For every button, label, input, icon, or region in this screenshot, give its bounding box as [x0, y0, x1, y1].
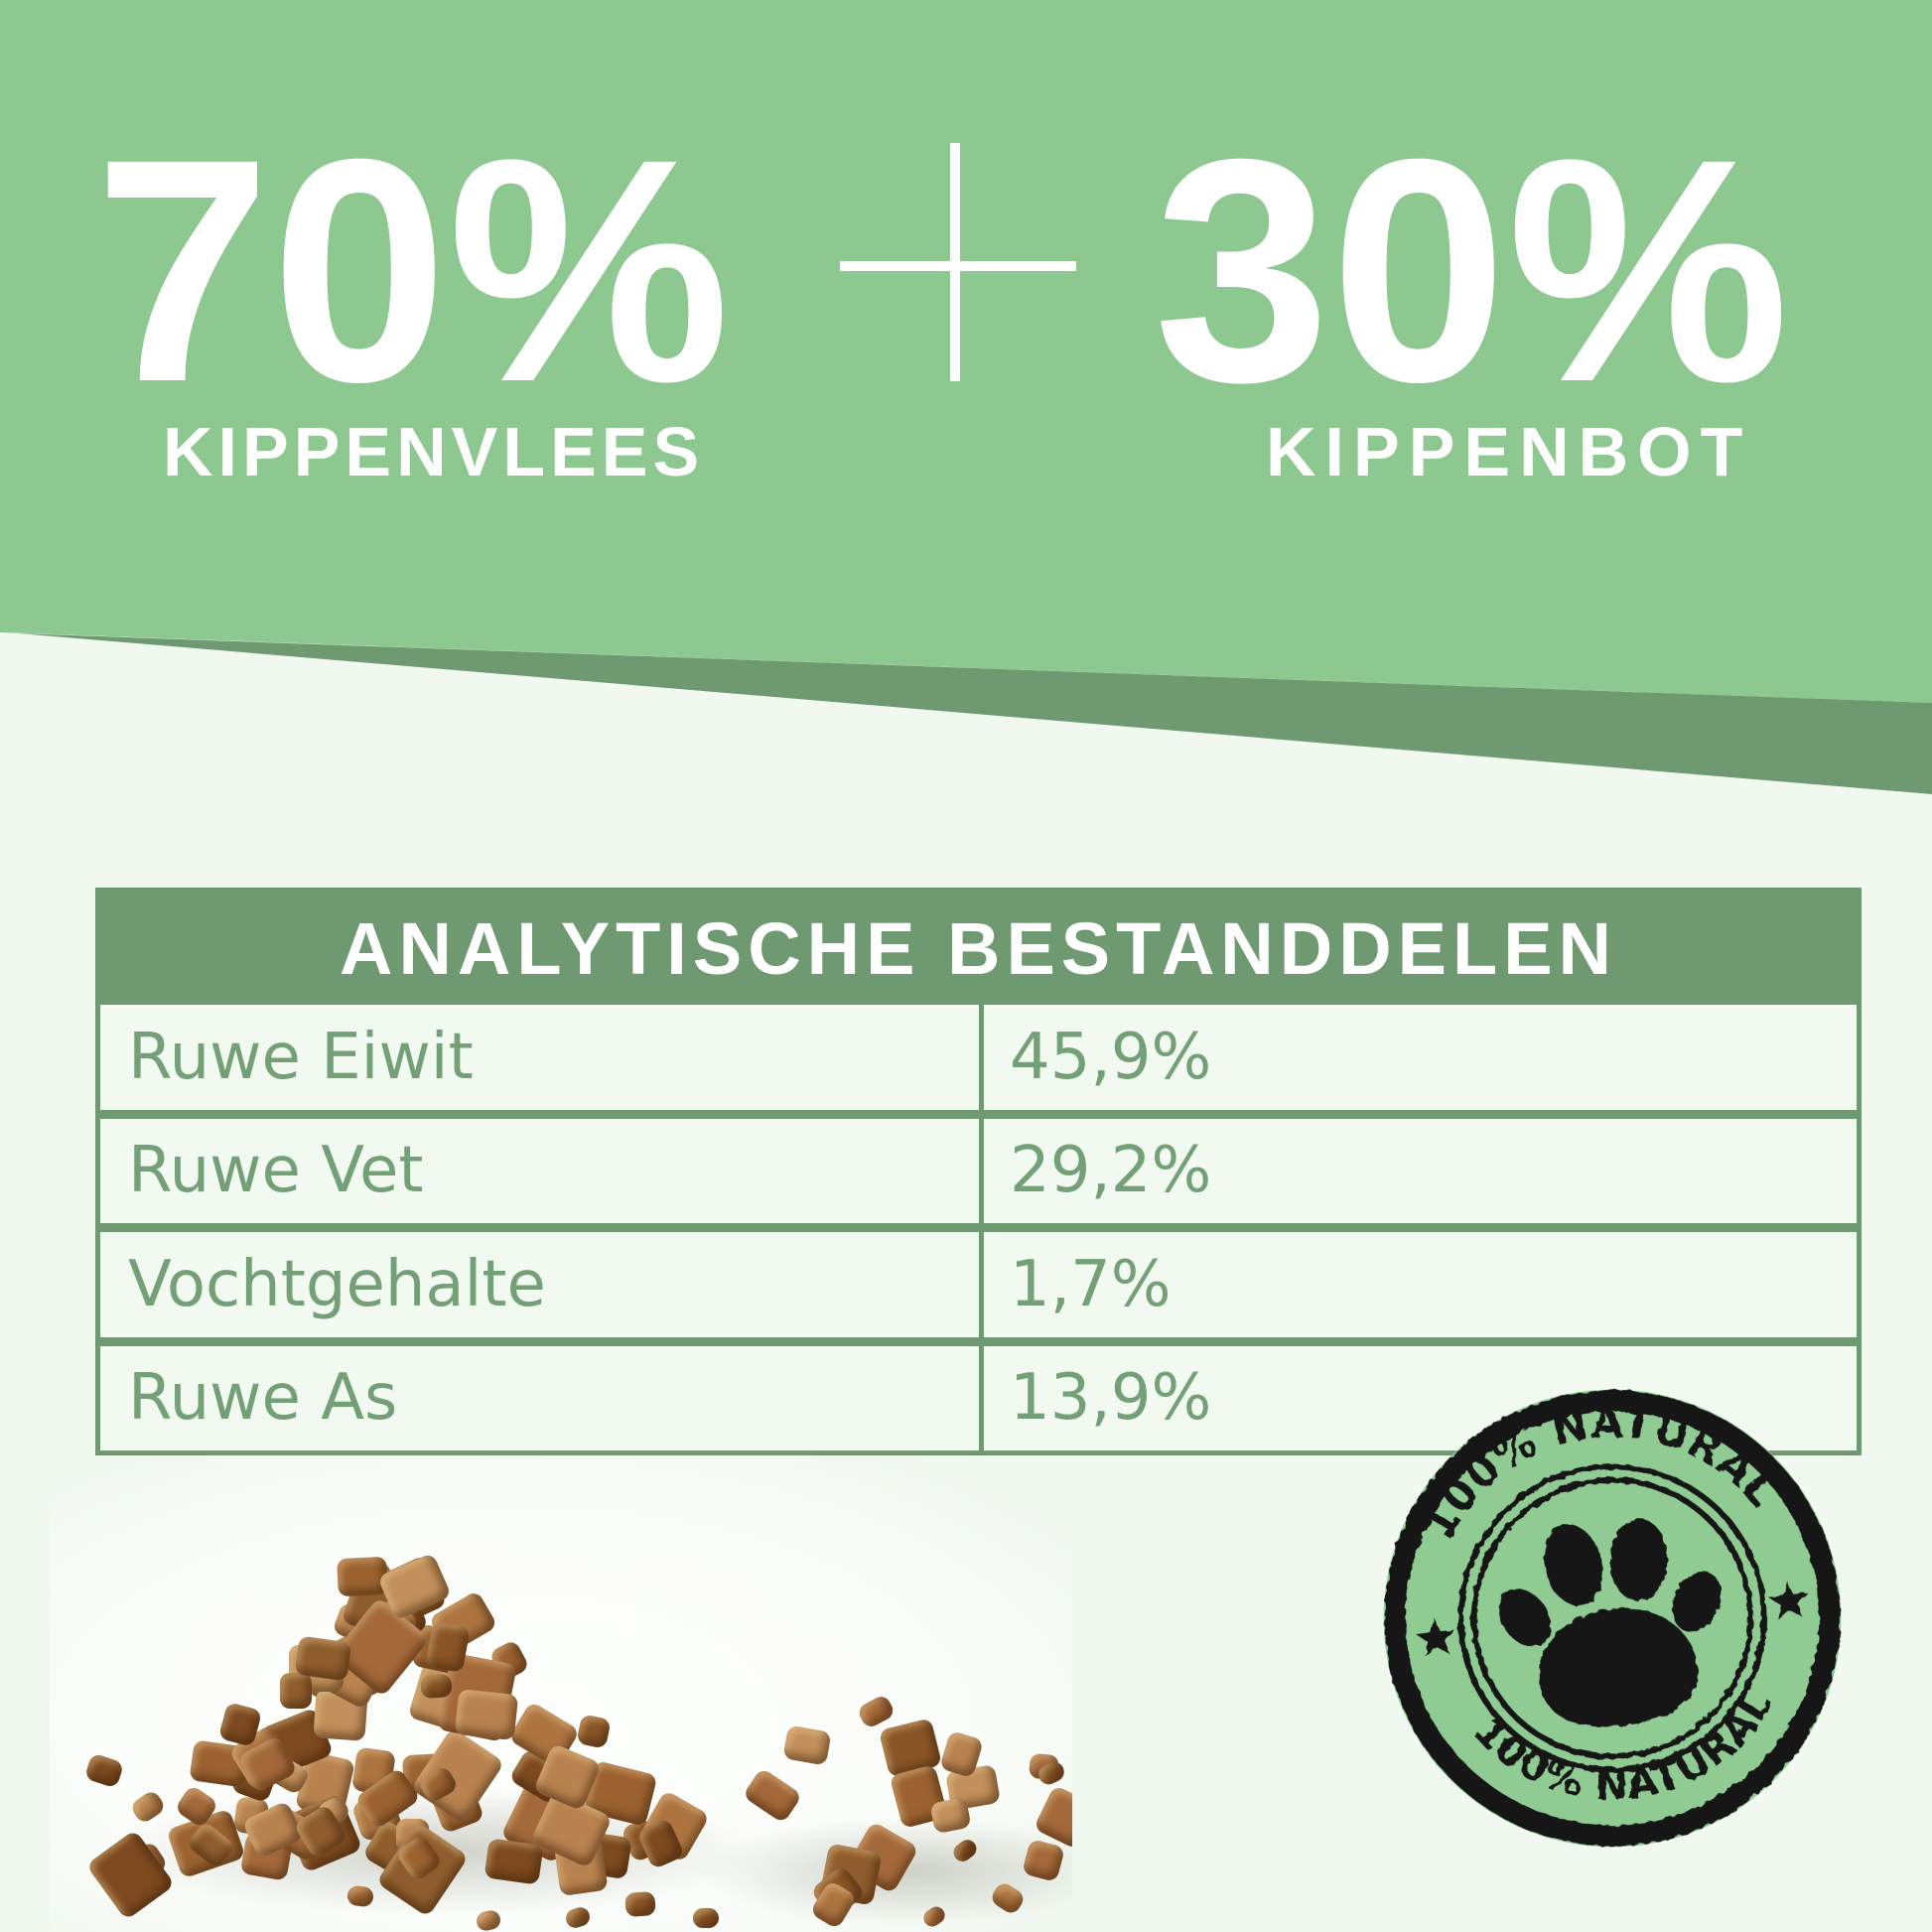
stamp-inner-ring	[1470, 1476, 1754, 1760]
row-label: Ruwe As	[128, 1361, 398, 1436]
natural-stamp: 100% NATURAL 100% NATURAL	[1383, 1380, 1842, 1848]
row-label: Ruwe Vet	[128, 1134, 424, 1208]
table-row: Ruwe Vet 29,2%	[100, 1109, 1857, 1223]
row-label: Ruwe Eiwit	[128, 1020, 474, 1094]
row-value: 29,2%	[979, 1118, 1857, 1223]
row-label: Vochtgehalte	[128, 1247, 546, 1321]
row-value: 1,7%	[979, 1232, 1857, 1337]
stamp-outer-ring	[1384, 1390, 1841, 1847]
table-row: Ruwe Eiwit 45,9%	[100, 1005, 1857, 1110]
product-photo	[50, 1459, 1072, 1932]
analytics-table: ANALYTISCHE BESTANDDELEN Ruwe Eiwit 45,9…	[95, 888, 1862, 1455]
table-title: ANALYTISCHE BESTANDDELEN	[100, 893, 1857, 1005]
treat-chunk	[624, 1890, 656, 1918]
treat-chunk	[483, 1838, 544, 1885]
percent-right-label: KIPPENBOT	[1266, 413, 1752, 490]
table-body: Ruwe Eiwit 45,9% Ruwe Vet 29,2% Vochtgeh…	[100, 1005, 1857, 1450]
treat-chunk	[280, 1673, 312, 1709]
treat-chunk	[294, 1635, 352, 1682]
row-value: 13,9%	[979, 1345, 1857, 1450]
treat-chunk	[454, 1688, 519, 1741]
percent-right: 30%	[1154, 92, 1790, 448]
treat-chunk	[425, 1621, 471, 1673]
percent-left: 70%	[94, 92, 731, 448]
treat-chunk	[420, 1673, 453, 1700]
row-value: 45,9%	[979, 1005, 1857, 1110]
star-icon-left	[1415, 1617, 1455, 1657]
star-icon-right	[1768, 1581, 1809, 1620]
table-row: Vochtgehalte 1,7%	[100, 1223, 1857, 1337]
percent-left-label: KIPPENVLEES	[163, 413, 705, 490]
stamp-inner-ring	[1457, 1463, 1767, 1773]
table-row: Ruwe As 13,9%	[100, 1336, 1857, 1450]
treat-chunk	[692, 1907, 720, 1929]
plus-icon-horizontal-bar	[840, 261, 1076, 271]
paw-icon	[1498, 1518, 1722, 1726]
